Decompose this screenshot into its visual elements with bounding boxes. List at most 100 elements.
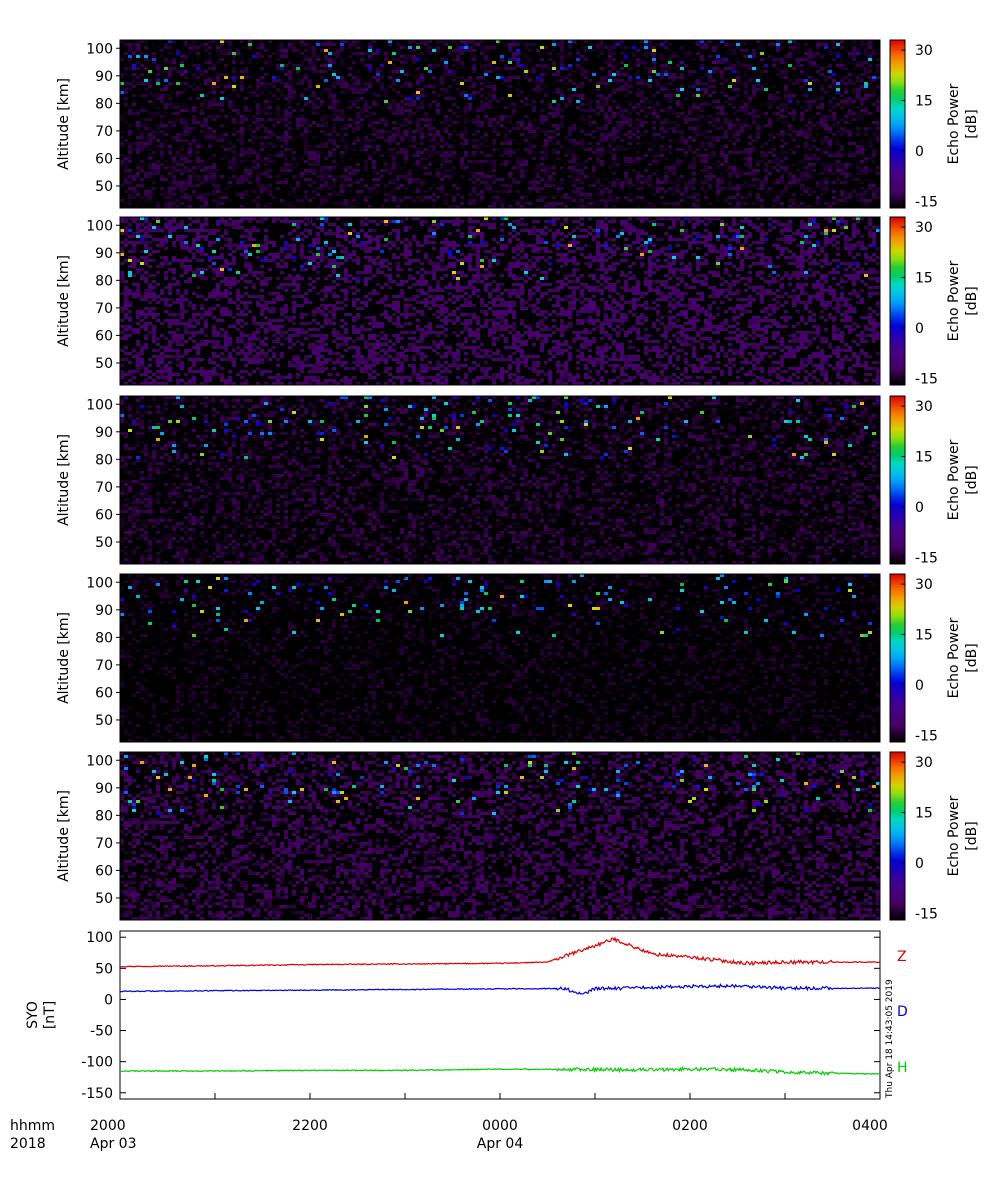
- heatmap-cell: [148, 82, 152, 85]
- heatmap-cell: [836, 85, 840, 88]
- heatmap-cell: [608, 121, 612, 124]
- heatmap-cell: [184, 52, 188, 55]
- heatmap-cell: [492, 85, 496, 88]
- heatmap-cell: [636, 58, 640, 61]
- heatmap-cell: [756, 172, 760, 175]
- heatmap-cell: [576, 64, 580, 67]
- heatmap-cell: [200, 199, 204, 202]
- heatmap-cell: [452, 64, 456, 67]
- heatmap-cell: [724, 169, 728, 172]
- heatmap-cell: [332, 100, 336, 103]
- heatmap-cell: [584, 175, 588, 178]
- heatmap-cell: [560, 64, 564, 67]
- heatmap-cell: [704, 166, 708, 169]
- heatmap-cell: [728, 100, 732, 103]
- heatmap-cell: [124, 67, 128, 70]
- heatmap-cell: [384, 184, 388, 187]
- heatmap-cell: [756, 187, 760, 190]
- heatmap-cell: [748, 67, 752, 70]
- heatmap-cell: [388, 106, 392, 109]
- heatmap-cell: [436, 175, 440, 178]
- heatmap-cell: [680, 76, 684, 79]
- heatmap-cell: [296, 199, 300, 202]
- heatmap-cell: [616, 73, 620, 76]
- heatmap-cell: [296, 163, 300, 166]
- heatmap-cell: [492, 148, 496, 151]
- heatmap-cell: [696, 148, 700, 151]
- heatmap-cell: [380, 133, 384, 136]
- heatmap-cell: [160, 187, 164, 190]
- heatmap-cell: [300, 61, 304, 64]
- heatmap-cell: [756, 55, 760, 58]
- heatmap-cell: [180, 202, 184, 205]
- heatmap-cell: [800, 70, 804, 73]
- heatmap-cell: [848, 196, 852, 199]
- heatmap-cell: [352, 100, 356, 103]
- heatmap-cell: [480, 106, 484, 109]
- heatmap-cell: [220, 133, 224, 136]
- heatmap-cell: [672, 94, 676, 97]
- heatmap-cell: [804, 154, 808, 157]
- heatmap-cell: [492, 94, 496, 97]
- heatmap-cell: [120, 136, 124, 139]
- heatmap-cell: [652, 58, 656, 61]
- heatmap-cell: [368, 106, 372, 109]
- heatmap-cell: [448, 97, 452, 100]
- heatmap-cell: [232, 163, 236, 166]
- heatmap-cell: [140, 169, 144, 172]
- heatmap-cell: [168, 61, 172, 64]
- heatmap-cell: [360, 178, 364, 181]
- heatmap-cell: [480, 100, 484, 103]
- heatmap-cell: [228, 43, 232, 46]
- heatmap-cell: [776, 181, 780, 184]
- heatmap-cell: [512, 46, 516, 49]
- heatmap-cell: [696, 127, 700, 130]
- heatmap-cell: [364, 184, 368, 187]
- heatmap-cell: [304, 106, 308, 109]
- heatmap-cell: [428, 118, 432, 121]
- heatmap-cell: [248, 61, 252, 64]
- heatmap-cell: [420, 52, 424, 55]
- heatmap-cell: [624, 82, 628, 85]
- heatmap-cell: [812, 145, 816, 148]
- heatmap-cell: [808, 136, 812, 139]
- heatmap-cell: [692, 172, 696, 175]
- heatmap-cell: [124, 280, 128, 283]
- heatmap-cell: [436, 151, 440, 154]
- heatmap-cell: [304, 190, 308, 193]
- heatmap-cell: [196, 142, 200, 145]
- heatmap-cell: [536, 151, 540, 154]
- heatmap-cell: [784, 85, 788, 88]
- heatmap-cell: [356, 169, 360, 172]
- heatmap-cell: [628, 118, 632, 121]
- y-tick-label: 100: [86, 41, 113, 57]
- heatmap-cell: [536, 133, 540, 136]
- heatmap-cell: [528, 61, 532, 64]
- heatmap-cell: [176, 103, 180, 106]
- heatmap-cell: [600, 139, 604, 142]
- heatmap-cell: [264, 175, 268, 178]
- heatmap-cell: [176, 184, 180, 187]
- heatmap-cell: [700, 64, 704, 67]
- heatmap-cell: [472, 82, 476, 85]
- heatmap-cell: [128, 133, 132, 136]
- heatmap-cell: [300, 91, 304, 94]
- heatmap-cell: [508, 58, 512, 61]
- heatmap-cell: [728, 43, 732, 46]
- heatmap-cell: [700, 187, 704, 190]
- heatmap-cell: [496, 178, 500, 181]
- heatmap-cell: [452, 184, 456, 187]
- heatmap-cell: [380, 70, 384, 73]
- heatmap-cell: [584, 148, 588, 151]
- heatmap-cell: [360, 124, 364, 127]
- heatmap-cell: [736, 184, 740, 187]
- heatmap-cell: [488, 91, 492, 94]
- heatmap-cell: [372, 184, 376, 187]
- heatmap-cell: [372, 160, 376, 163]
- heatmap-cell: [644, 121, 648, 124]
- heatmap-cell: [464, 142, 468, 145]
- heatmap-cell: [456, 88, 460, 91]
- heatmap-cell: [136, 121, 140, 124]
- heatmap-cell: [452, 154, 456, 157]
